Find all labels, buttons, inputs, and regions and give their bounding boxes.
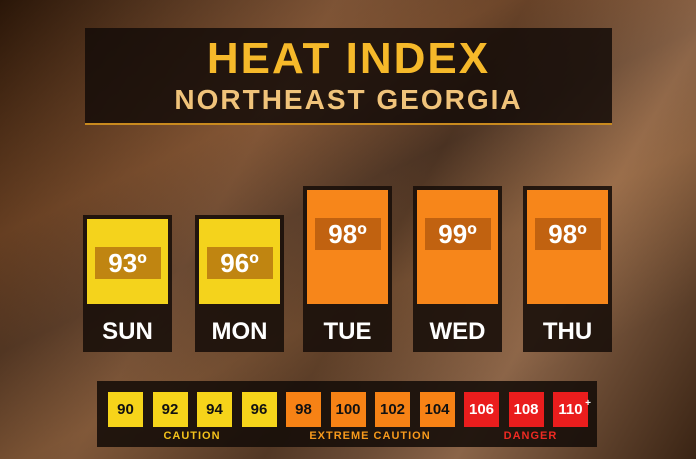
step-label: 102 <box>379 401 406 418</box>
title: HEAT INDEX <box>206 34 491 83</box>
day-color: 93º <box>87 219 168 304</box>
day-color: 96º <box>199 219 280 304</box>
scale-step: 98 <box>286 392 321 427</box>
heat-value: 98º <box>314 218 381 250</box>
scale-group-label: CAUTION <box>163 430 221 442</box>
scale-step: 94 <box>197 392 232 427</box>
day-card: 98º THU <box>523 186 612 352</box>
day-label: WED <box>429 318 486 345</box>
step-label: 92 <box>161 401 179 418</box>
day-label: SUN <box>102 318 153 345</box>
scale-group-label: DANGER <box>503 430 558 442</box>
step-label: 90 <box>117 401 134 418</box>
scale-group-label: EXTREME CAUTION <box>309 430 431 442</box>
step-label: 94 <box>206 401 223 418</box>
step-label: 104 <box>424 401 450 418</box>
scale-step: 110 + <box>553 392 591 427</box>
scale-bar: 90 92 94 96 98 100 102 104 106 108 110 + CAUTION EXTR… <box>97 381 597 447</box>
step-label: 96 <box>250 401 268 418</box>
day-card: 98º TUE <box>303 186 392 352</box>
step-label: 108 <box>513 401 539 418</box>
heat-value: 98º <box>534 218 601 250</box>
step-sup: + <box>585 398 591 409</box>
scale-step: 108 <box>508 392 544 427</box>
day-label: THU <box>542 318 593 345</box>
heat-value: 93º <box>94 247 161 279</box>
step-label: 106 <box>468 401 495 418</box>
day-label: TUE <box>323 318 372 345</box>
heat-value: 96º <box>206 247 273 279</box>
day-card: 99º WED <box>413 186 502 352</box>
step-label: 110 <box>558 401 583 418</box>
day-card: 96º MON <box>195 215 284 352</box>
day-color: 98º <box>527 190 608 304</box>
scale-step: 90 <box>108 392 143 427</box>
heat-value: 99º <box>424 218 491 250</box>
day-color: 98º <box>307 190 388 304</box>
scale-step: 106 <box>464 392 499 427</box>
step-label: 98 <box>295 401 312 418</box>
scale-step: 92 <box>152 392 188 427</box>
scale-step: 96 <box>241 392 277 427</box>
subtitle: NORTHEAST GEORGIA <box>174 84 523 115</box>
title-box: HEAT INDEX NORTHEAST GEORGIA <box>85 28 612 125</box>
scale-step: 100 <box>330 392 366 427</box>
day-color: 99º <box>417 190 498 304</box>
step-label: 100 <box>335 401 361 418</box>
day-label: MON <box>211 318 268 345</box>
scale-step: 102 <box>375 392 410 427</box>
scale-step: 104 <box>419 392 455 427</box>
day-card: 93º SUN <box>83 215 172 352</box>
